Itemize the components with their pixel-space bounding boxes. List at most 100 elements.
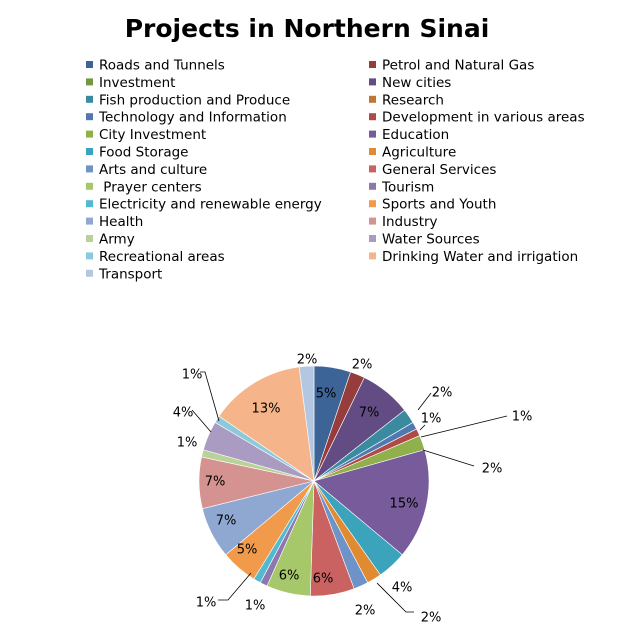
legend-swatch [86, 252, 93, 260]
legend-swatch [369, 61, 376, 68]
legend-swatch [369, 182, 376, 190]
legend-item-education: Education [369, 127, 449, 143]
data-label-agriculture: 2% [421, 611, 442, 626]
legend-item-investment: Investment [86, 75, 175, 91]
legend-item-health: Health [86, 214, 143, 230]
legend-label: Research [382, 92, 444, 108]
legend-swatch [86, 95, 93, 103]
data-label-development-in-various-areas: 1% [512, 410, 533, 425]
legend-swatch [86, 130, 93, 138]
legend-swatch [86, 78, 93, 86]
legend-item-electricity-and-renewable-energy: Electricity and renewable energy [86, 197, 322, 213]
legend-swatch [86, 165, 93, 173]
leader-line-electricity-and-renewable-energy [218, 572, 252, 601]
leader-line-city-investment [422, 449, 475, 467]
data-label-education: 15% [390, 497, 419, 512]
legend-swatch [86, 200, 93, 208]
data-labels: 5%2%7%2%1% 1%2%15%4%2%2%6%6%1%1%5%7%7%1%4… [173, 353, 533, 626]
data-label-city-investment: 2% [482, 462, 503, 477]
legend-swatch [369, 130, 376, 138]
legend-swatch [86, 182, 93, 190]
legend-item-tourism: Tourism [369, 179, 434, 195]
legend-item-food-storage: Food Storage [86, 145, 188, 161]
leader-line-fish-production-and-produce [417, 392, 432, 411]
legend-label: Technology and Information [98, 110, 287, 126]
legend-swatch [369, 78, 376, 86]
legend-item-city-investment: City Investment [86, 127, 206, 143]
legend-swatch [369, 217, 376, 225]
legend-item-agriculture: Agriculture [369, 145, 456, 161]
legend-item-prayer-centers: Prayer centers [86, 179, 202, 195]
legend-label: Food Storage [99, 145, 188, 161]
legend-item-roads-and-tunnels: Roads and Tunnels [86, 58, 225, 74]
legend-item-fish-production-and-produce: Fish production and Produce [86, 92, 290, 108]
legend-swatch [369, 235, 376, 242]
data-label-health: 7% [216, 514, 237, 529]
legend-label: Electricity and renewable energy [99, 197, 322, 213]
data-label-drinking-water-and-irrigation: 13% [252, 402, 281, 417]
legend-label: Health [99, 214, 143, 230]
legend-item-development-in-various-areas: Development in various areas [369, 110, 585, 126]
legend-label: Petrol and Natural Gas [382, 58, 534, 74]
data-label-water-sources: 4% [173, 406, 194, 421]
legend-label: Tourism [381, 179, 434, 195]
legend-item-general-services: General Services [369, 162, 496, 178]
data-label-roads-and-tunnels: 5% [316, 387, 337, 402]
leader-lines [191, 371, 508, 613]
data-label-prayer-centers: 6% [279, 569, 300, 584]
legend-label: New cities [382, 75, 451, 91]
legend-item-technology-and-information: Technology and Information [86, 110, 287, 126]
leader-line-agriculture [376, 582, 414, 613]
legend-label: Industry [382, 214, 438, 230]
legend-label: Army [99, 232, 135, 248]
legend-swatch [369, 252, 376, 260]
legend-label: Fish production and Produce [99, 92, 290, 108]
leader-line-recreational-areas [200, 371, 220, 422]
legend-label: Roads and Tunnels [99, 58, 225, 74]
legend-label: Recreational areas [99, 249, 225, 265]
legend-item-army: Army [86, 232, 135, 248]
legend-label: Agriculture [382, 145, 456, 161]
data-label-industry: 7% [205, 475, 226, 490]
legend-item-water-sources: Water Sources [369, 232, 480, 248]
legend-item-new-cities: New cities [369, 75, 451, 91]
legend-label: Drinking Water and irrigation [382, 249, 578, 265]
legend-label: General Services [382, 162, 496, 178]
data-label-tourism: 1% [245, 599, 266, 614]
legend-item-arts-and-culture: Arts and culture [86, 162, 207, 178]
legend-swatch [369, 165, 376, 173]
leader-line-technology-and-information [419, 424, 426, 431]
data-label-petrol-and-natural-gas: 2% [352, 358, 373, 373]
data-label-arts-and-culture: 2% [355, 604, 376, 619]
data-label-electricity-and-renewable-energy: 1% [196, 596, 217, 611]
legend-swatch [369, 148, 376, 155]
legend: Roads and Tunnels Petrol and Natural Gas I… [86, 58, 585, 282]
legend-label: Development in various areas [382, 110, 585, 126]
leader-line-development-in-various-areas [420, 415, 508, 438]
legend-label: Water Sources [382, 232, 480, 248]
data-label-food-storage: 4% [392, 581, 413, 596]
legend-swatch [86, 61, 93, 68]
legend-swatch [369, 95, 376, 103]
chart-title: Projects in Northern Sinai [125, 14, 490, 43]
legend-label: Prayer centers [99, 179, 202, 195]
legend-label: Investment [99, 75, 175, 91]
legend-swatch [86, 113, 93, 121]
data-label-recreational-areas: 1% [182, 368, 203, 383]
legend-swatch [86, 148, 93, 155]
leader-line-water-sources [191, 409, 212, 433]
pie-slices [198, 365, 430, 597]
legend-label: Sports and Youth [382, 197, 496, 213]
legend-swatch [86, 217, 93, 225]
legend-swatch [369, 113, 376, 121]
legend-item-drinking-water-and-irrigation: Drinking Water and irrigation [369, 249, 578, 265]
data-label-technology-and-information: 1% [421, 412, 442, 427]
slice-drinking-water-and-irrigation [218, 366, 315, 482]
legend-item-transport: Transport [86, 266, 162, 282]
legend-swatch [369, 200, 376, 208]
legend-item-petrol-and-natural-gas: Petrol and Natural Gas [369, 58, 534, 74]
legend-item-sports-and-youth: Sports and Youth [369, 197, 496, 213]
data-label-new-cities: 7% [359, 406, 380, 421]
data-label-army: 1% [177, 436, 198, 451]
